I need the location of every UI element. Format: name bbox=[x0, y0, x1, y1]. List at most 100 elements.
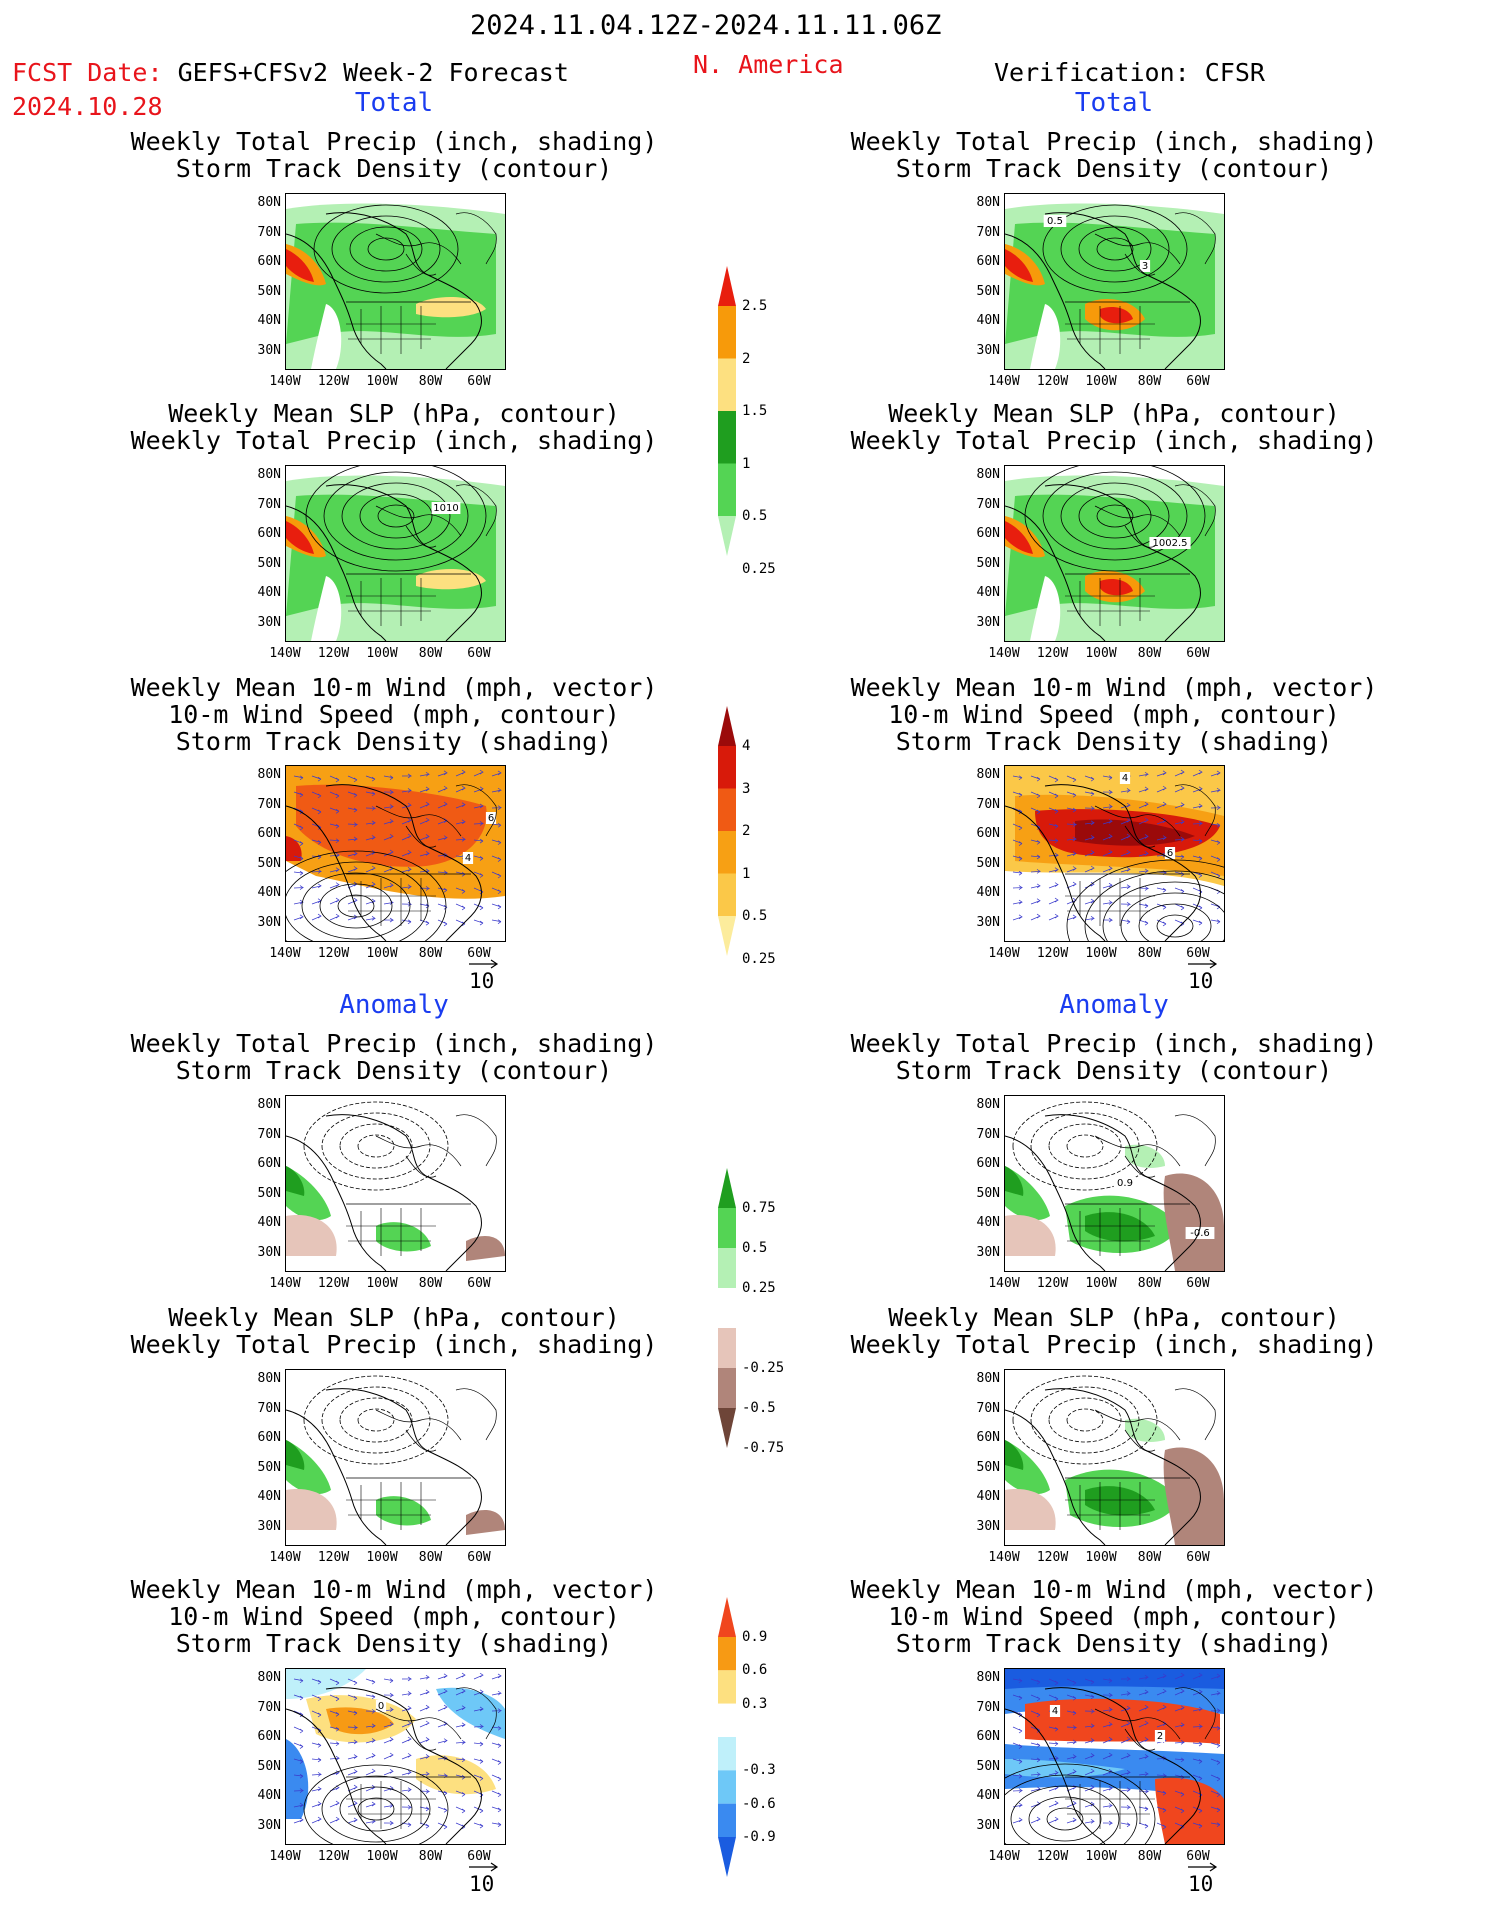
lon-label: 60W bbox=[467, 946, 491, 961]
east-coastline bbox=[1044, 784, 1201, 941]
wind-anom-vector bbox=[1138, 1704, 1149, 1712]
wind-anom-vector bbox=[365, 1694, 376, 1700]
wind-vector bbox=[347, 807, 358, 813]
wind-vector bbox=[1012, 855, 1023, 861]
wind-vector bbox=[491, 871, 502, 879]
greenland-coast bbox=[1174, 1687, 1216, 1740]
lat-label: 60N bbox=[976, 526, 1000, 541]
storm-track-contour-4 bbox=[313, 204, 459, 294]
precip-moderate-area bbox=[1005, 222, 1215, 344]
wind-vector bbox=[293, 839, 304, 846]
wind-vector bbox=[383, 775, 394, 781]
greenland-coast bbox=[455, 784, 497, 837]
vector-arrow-icon bbox=[469, 1862, 499, 1872]
date-range-title: 2024.11.04.12Z-2024.11.11.06Z bbox=[470, 10, 942, 41]
storm-anom-pos-southeast bbox=[1155, 1777, 1224, 1844]
greenland-coast bbox=[1174, 1388, 1216, 1441]
panel-title-line: Weekly Total Precip (inch, shading) bbox=[130, 426, 658, 455]
wind-vector bbox=[1102, 866, 1113, 873]
panel-title-line: Storm Track Density (shading) bbox=[175, 727, 613, 756]
wind-anom-vector bbox=[1138, 1737, 1149, 1744]
wind-anom-vector bbox=[401, 1720, 412, 1728]
wind-vector bbox=[383, 849, 394, 857]
hudson-bay-coast bbox=[375, 233, 462, 276]
west-coastline bbox=[286, 805, 387, 941]
storm-anom-contour-4 bbox=[1012, 1101, 1158, 1191]
wind-vector bbox=[1192, 919, 1203, 926]
wind-vector bbox=[1210, 787, 1221, 793]
lat-label: 50N bbox=[257, 555, 281, 571]
precip-anom-neg-east bbox=[1163, 1173, 1224, 1271]
map-field bbox=[1005, 1370, 1224, 1545]
wind-anom-vector bbox=[1120, 1753, 1131, 1760]
map-field bbox=[286, 203, 505, 369]
wind-vector bbox=[1030, 775, 1041, 782]
panel-title-fcst-4: Weekly Mean SLP (hPa, contour) Weekly Tot… bbox=[34, 1304, 754, 1358]
wind-vector bbox=[473, 855, 484, 861]
wind-vector bbox=[1138, 903, 1149, 909]
precip-heavy-west bbox=[1005, 516, 1045, 558]
section-anomaly-cfsr: Anomaly bbox=[1059, 990, 1169, 1020]
wind-vector bbox=[293, 855, 304, 861]
map-field: 64 bbox=[1005, 766, 1224, 941]
wind-anom-vector bbox=[1120, 1691, 1131, 1696]
panel-title-line: Storm Track Density (shading) bbox=[895, 1629, 1333, 1658]
wind-vector bbox=[437, 785, 448, 793]
wind-vector bbox=[1120, 867, 1131, 873]
storm-label-a-bg bbox=[1043, 215, 1067, 227]
wind-anom-vector bbox=[1156, 1704, 1167, 1712]
wind-anom-vector bbox=[311, 1694, 322, 1702]
wind-vector bbox=[455, 836, 467, 842]
wind-vector bbox=[455, 887, 466, 894]
wind-anom-vector bbox=[401, 1676, 413, 1682]
lat-label: 60N bbox=[257, 826, 281, 841]
wind-vector bbox=[293, 823, 304, 831]
wind-anom-label-a-bg bbox=[1049, 1705, 1061, 1717]
wind-anom-vector bbox=[1084, 1819, 1095, 1824]
lat-label: 80N bbox=[976, 1371, 1000, 1386]
dry-southwest bbox=[311, 576, 342, 641]
lon-label: 120W bbox=[317, 646, 350, 661]
panel-title-line: Storm Track Density (contour) bbox=[175, 1056, 613, 1085]
wind-vector bbox=[365, 791, 376, 797]
wind-anom-vector bbox=[1120, 1705, 1131, 1712]
wind-vector bbox=[1048, 897, 1059, 905]
wind-anom-vector bbox=[1048, 1694, 1059, 1702]
wind-vector bbox=[1156, 835, 1167, 841]
wind-anom-vector bbox=[455, 1822, 466, 1830]
lon-label: 80W bbox=[418, 1276, 443, 1291]
storm-anom-neg-west bbox=[286, 1739, 309, 1819]
lon-label: 140W bbox=[988, 946, 1020, 961]
wind-vector bbox=[419, 834, 430, 841]
map-field bbox=[286, 1370, 505, 1545]
map-field: 64 bbox=[286, 766, 505, 941]
lon-label: 80W bbox=[1137, 374, 1162, 389]
colorbar-segment bbox=[718, 1288, 736, 1328]
panel-title-line: Weekly Mean 10-m Wind (mph, vector) bbox=[850, 1575, 1378, 1604]
wind-anom-vector bbox=[1120, 1736, 1131, 1744]
wind-vector bbox=[1192, 871, 1203, 878]
storm-label-b: 3 bbox=[1142, 261, 1148, 272]
wind-anom-vector bbox=[437, 1822, 448, 1830]
lat-label: 70N bbox=[257, 224, 281, 240]
wind-anom-vector bbox=[365, 1709, 377, 1714]
precip-anom-neg-southwest bbox=[286, 1215, 337, 1256]
lat-label: 50N bbox=[257, 283, 281, 299]
lon-label: 100W bbox=[366, 1849, 398, 1864]
wind-anom-vector bbox=[419, 1789, 431, 1794]
lat-label: 70N bbox=[257, 496, 281, 512]
wind-anom-vector bbox=[1048, 1770, 1059, 1776]
wind-vector bbox=[1012, 899, 1023, 905]
wind-vector bbox=[401, 901, 413, 907]
lon-label: 120W bbox=[317, 1550, 350, 1565]
lat-label: 50N bbox=[976, 855, 1000, 871]
colorbar-segment bbox=[718, 1703, 736, 1737]
storm-anom-strong-neg-north bbox=[1005, 1669, 1224, 1689]
vector-reference-value: 10 bbox=[1188, 1872, 1214, 1896]
panel-title-cfsr-1: Weekly Mean SLP (hPa, contour) Weekly Tot… bbox=[754, 400, 1474, 454]
dry-southwest bbox=[311, 304, 342, 369]
storm-track-contour-2 bbox=[349, 226, 423, 272]
wind-vector bbox=[473, 871, 484, 878]
lat-label: 80N bbox=[257, 767, 281, 782]
wind-anom-vector bbox=[347, 1784, 358, 1792]
